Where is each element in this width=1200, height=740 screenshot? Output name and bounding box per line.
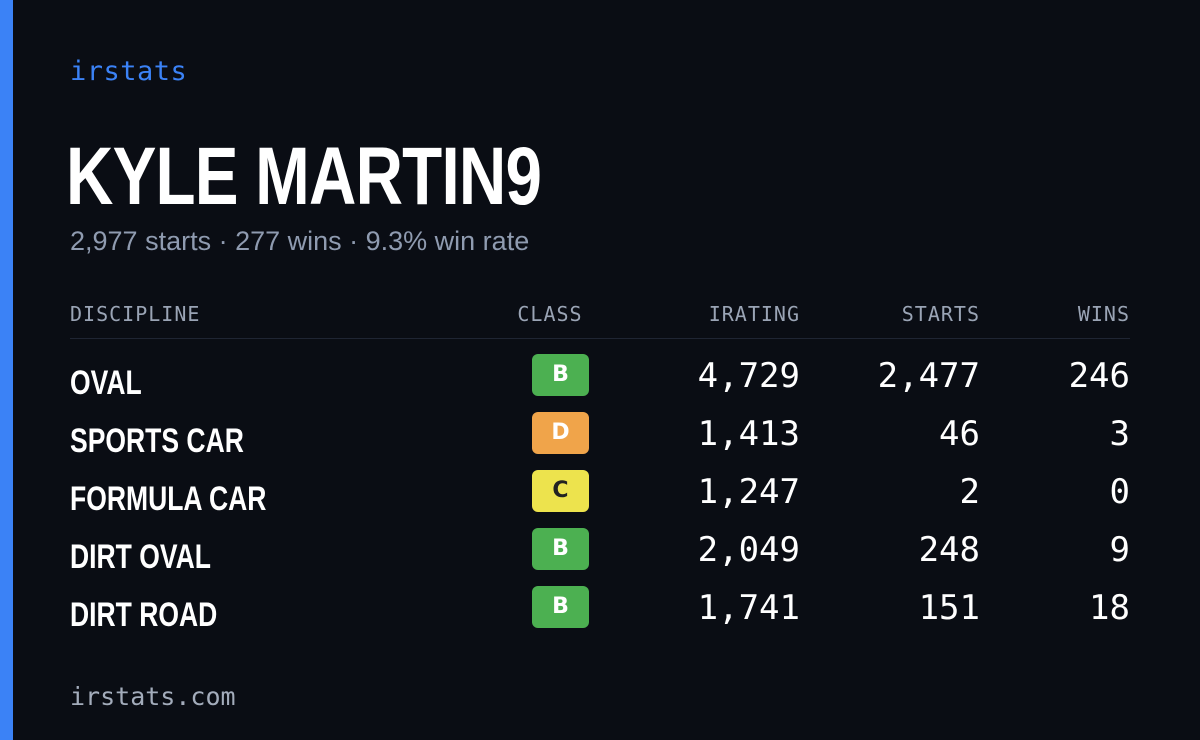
driver-name: KYLE MARTIN9 [66,131,542,222]
accent-bar [0,0,13,740]
footer-url: irstats.com [70,682,236,711]
starts-value: 151 [918,588,980,628]
wins-value: 18 [1089,588,1130,628]
irating-value: 1,413 [697,414,800,454]
discipline-name: FORMULA CAR [70,480,267,518]
wins-value: 0 [1109,472,1130,512]
starts-value: 2 [959,472,980,512]
irating-value: 1,741 [697,588,800,628]
table-row: FORMULA CAR C 1,247 2 0 [70,470,1130,528]
class-badge: B [532,354,589,396]
header-class: CLASS [517,302,583,326]
class-badge: B [532,528,589,570]
table-row: SPORTS CAR D 1,413 46 3 [70,412,1130,470]
header-irating: IRATING [708,302,800,326]
class-badge: B [532,586,589,628]
discipline-name: DIRT OVAL [70,538,211,576]
wins-value: 3 [1109,414,1130,454]
discipline-name: OVAL [70,364,142,402]
discipline-name: DIRT ROAD [70,596,218,634]
table-header: DISCIPLINE CLASS IRATING STARTS WINS [70,300,1130,339]
table-row: DIRT ROAD B 1,741 151 18 [70,586,1130,644]
table-row: DIRT OVAL B 2,049 248 9 [70,528,1130,586]
starts-value: 248 [918,530,980,570]
irating-value: 4,729 [697,356,800,396]
class-badge: D [532,412,589,454]
irating-value: 2,049 [697,530,800,570]
table-row: OVAL B 4,729 2,477 246 [70,354,1130,412]
irating-value: 1,247 [697,472,800,512]
header-starts: STARTS [901,302,980,326]
class-badge: C [532,470,589,512]
wins-value: 9 [1109,530,1130,570]
brand-logo: irstats [70,56,188,87]
header-discipline: DISCIPLINE [70,302,201,326]
header-wins: WINS [1077,302,1130,326]
driver-summary: 2,977 starts · 277 wins · 9.3% win rate [70,226,530,256]
starts-value: 2,477 [877,356,980,396]
discipline-name: SPORTS CAR [70,422,244,460]
wins-value: 246 [1068,356,1130,396]
starts-value: 46 [939,414,980,454]
